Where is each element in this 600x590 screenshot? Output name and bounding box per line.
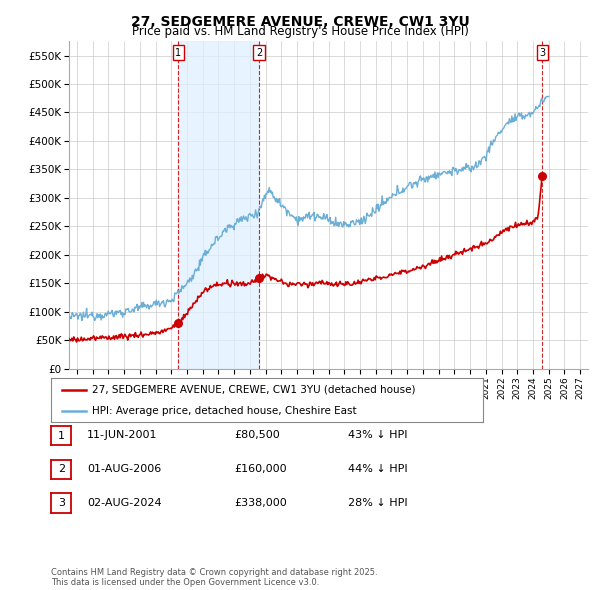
Text: 11-JUN-2001: 11-JUN-2001: [87, 431, 157, 440]
Text: 2: 2: [58, 464, 65, 474]
Text: 3: 3: [539, 48, 545, 58]
Text: 1: 1: [175, 48, 181, 58]
Text: 02-AUG-2024: 02-AUG-2024: [87, 498, 161, 507]
Text: Contains HM Land Registry data © Crown copyright and database right 2025.
This d: Contains HM Land Registry data © Crown c…: [51, 568, 377, 587]
Text: 1: 1: [58, 431, 65, 441]
Text: £338,000: £338,000: [234, 498, 287, 507]
Text: 27, SEDGEMERE AVENUE, CREWE, CW1 3YU (detached house): 27, SEDGEMERE AVENUE, CREWE, CW1 3YU (de…: [92, 385, 416, 395]
Text: 44% ↓ HPI: 44% ↓ HPI: [348, 464, 407, 474]
Text: 3: 3: [58, 498, 65, 508]
Text: £160,000: £160,000: [234, 464, 287, 474]
Text: HPI: Average price, detached house, Cheshire East: HPI: Average price, detached house, Ches…: [92, 406, 356, 416]
Text: 01-AUG-2006: 01-AUG-2006: [87, 464, 161, 474]
Text: £80,500: £80,500: [234, 431, 280, 440]
Text: 27, SEDGEMERE AVENUE, CREWE, CW1 3YU: 27, SEDGEMERE AVENUE, CREWE, CW1 3YU: [131, 15, 469, 29]
Bar: [178, 41, 259, 369]
Text: Price paid vs. HM Land Registry's House Price Index (HPI): Price paid vs. HM Land Registry's House …: [131, 25, 469, 38]
Text: 28% ↓ HPI: 28% ↓ HPI: [348, 498, 407, 507]
Text: 2: 2: [256, 48, 262, 58]
Text: 43% ↓ HPI: 43% ↓ HPI: [348, 431, 407, 440]
